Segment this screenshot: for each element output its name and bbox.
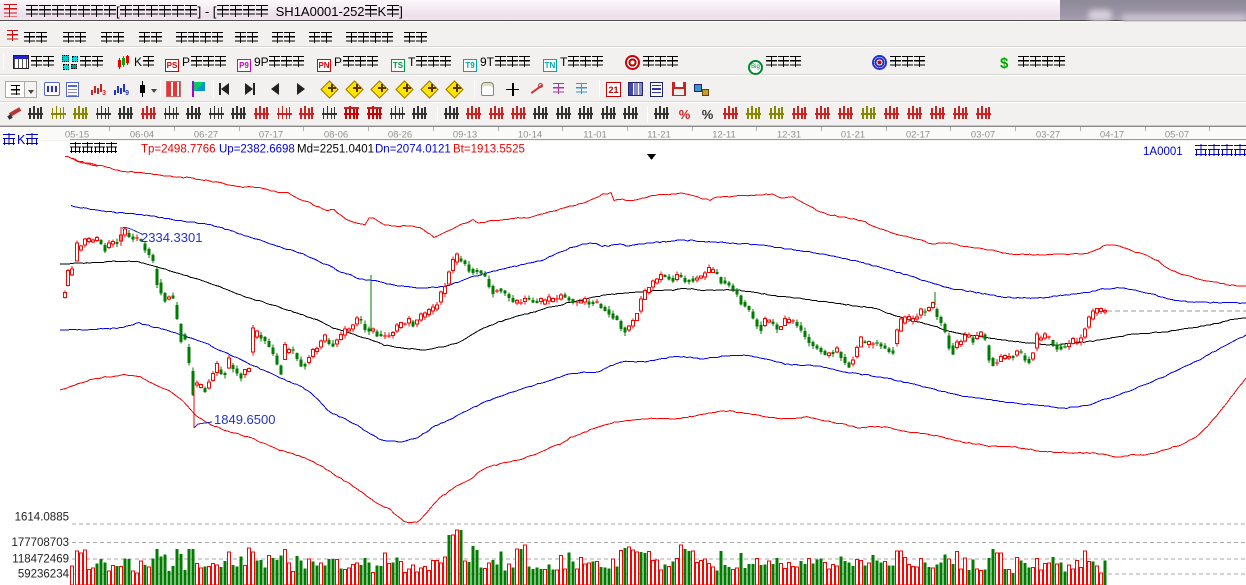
- svg-text:05-15: 05-15: [65, 130, 89, 141]
- svg-text:11-01: 11-01: [583, 130, 607, 141]
- svg-text:1614.0885: 1614.0885: [15, 512, 69, 524]
- svg-text:03-07: 03-07: [971, 130, 995, 141]
- svg-text:06-04: 06-04: [130, 130, 154, 141]
- svg-text:59236234: 59236234: [18, 569, 70, 581]
- svg-text:Md=2251.0401: Md=2251.0401: [297, 144, 374, 156]
- svg-text:02-17: 02-17: [906, 130, 930, 141]
- svg-text:08-06: 08-06: [324, 130, 348, 141]
- svg-text:10-14: 10-14: [518, 130, 542, 141]
- svg-text:Dn=2074.0121: Dn=2074.0121: [375, 144, 451, 156]
- svg-text:177708703: 177708703: [11, 537, 69, 549]
- svg-text:2334.3301: 2334.3301: [141, 230, 202, 245]
- svg-text:03-27: 03-27: [1036, 130, 1060, 141]
- svg-text:118472469: 118472469: [12, 554, 69, 566]
- svg-text:01-21: 01-21: [841, 130, 865, 141]
- svg-text:Tp=2498.7766: Tp=2498.7766: [141, 144, 216, 156]
- svg-text:05-07: 05-07: [1165, 130, 1189, 141]
- svg-text:06-27: 06-27: [194, 130, 218, 141]
- svg-text:09-13: 09-13: [453, 130, 477, 141]
- svg-text:11-21: 11-21: [647, 130, 671, 141]
- svg-text:07-17: 07-17: [259, 130, 283, 141]
- svg-text:Up=2382.6698: Up=2382.6698: [219, 144, 295, 156]
- svg-text:1849.6500: 1849.6500: [214, 412, 275, 427]
- svg-text:1A0001: 1A0001: [1143, 146, 1183, 158]
- svg-text:12-31: 12-31: [777, 130, 801, 141]
- svg-text:04-17: 04-17: [1100, 130, 1124, 141]
- svg-text:08-26: 08-26: [388, 130, 412, 141]
- svg-text:Bt=1913.5525: Bt=1913.5525: [453, 144, 525, 156]
- svg-text:K: K: [17, 133, 26, 147]
- svg-text:12-11: 12-11: [712, 130, 736, 141]
